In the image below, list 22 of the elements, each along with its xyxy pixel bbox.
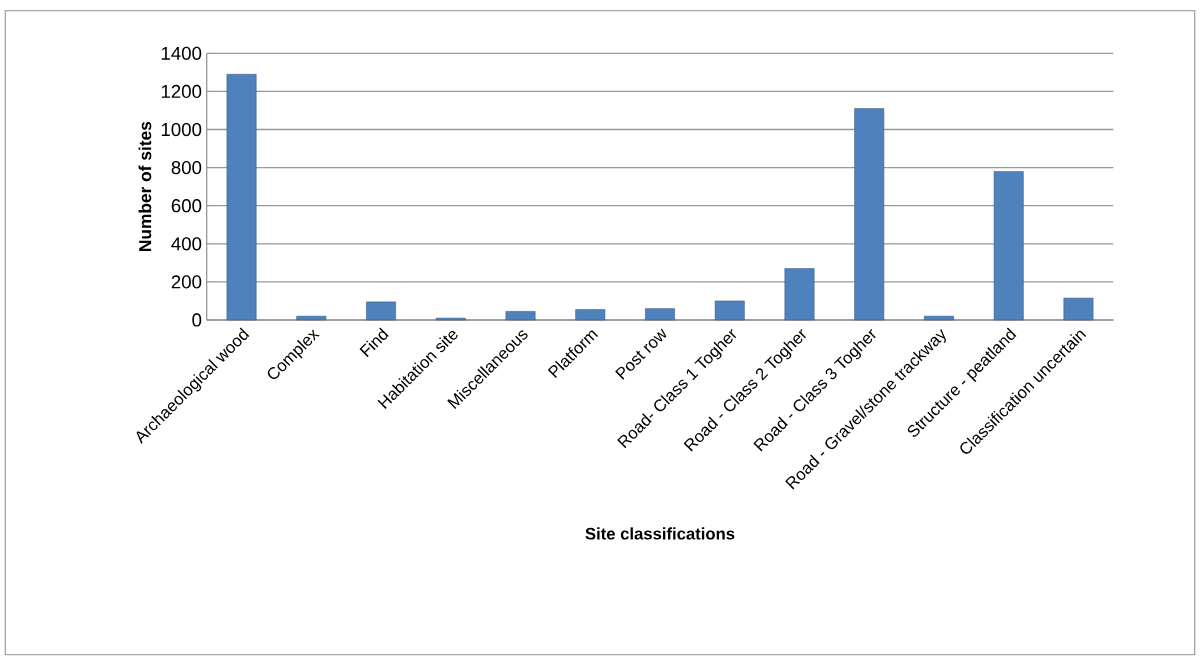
bar [993,171,1024,321]
bar [575,309,606,321]
x-axis-title: Site classifications [585,527,735,540]
bar [854,108,885,321]
y-tick-label: 400 [171,237,202,251]
y-tick-label: 1200 [161,84,202,99]
bar [714,300,745,321]
bar [505,311,536,321]
y-tick-label: 1400 [161,46,202,60]
bar [296,315,327,321]
bar [924,315,954,321]
y-axis-title: Number of sites [138,121,152,251]
y-tick-label: 1000 [161,122,202,137]
y-tick-label: 600 [171,199,202,213]
bar [784,268,815,321]
bar [645,308,675,321]
bar [1063,297,1094,321]
bar [366,301,396,321]
y-tick-label: 200 [171,275,202,289]
bar [226,74,257,321]
y-tick-label: 800 [171,160,202,175]
y-tick-label: 0 [192,313,202,327]
